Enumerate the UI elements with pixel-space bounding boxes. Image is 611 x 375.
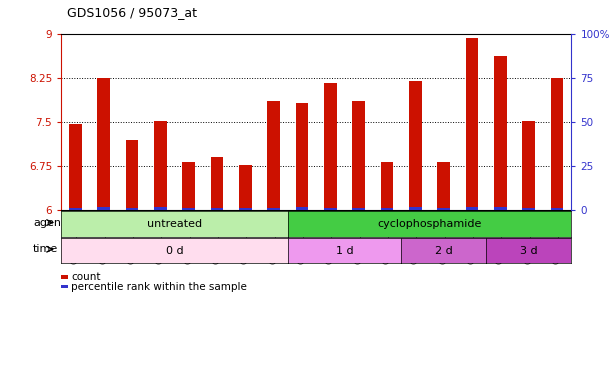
- Bar: [211, 157, 224, 210]
- Text: untreated: untreated: [147, 219, 202, 229]
- Bar: [182, 208, 195, 210]
- Bar: [296, 207, 309, 210]
- Bar: [381, 208, 393, 210]
- Bar: [437, 208, 450, 210]
- Text: 3 d: 3 d: [520, 246, 538, 255]
- Bar: [551, 208, 563, 210]
- Bar: [267, 208, 280, 210]
- Bar: [381, 162, 393, 210]
- Text: 0 d: 0 d: [166, 246, 183, 255]
- Text: cyclophosphamide: cyclophosphamide: [378, 219, 481, 229]
- Bar: [126, 140, 138, 210]
- Bar: [409, 81, 422, 210]
- Bar: [267, 101, 280, 210]
- Bar: [324, 82, 337, 210]
- Text: time: time: [33, 244, 58, 254]
- Text: agent: agent: [33, 217, 65, 228]
- Bar: [211, 209, 224, 210]
- Bar: [239, 209, 252, 210]
- Text: count: count: [71, 272, 100, 282]
- Bar: [97, 78, 110, 210]
- Text: 2 d: 2 d: [435, 246, 453, 255]
- Bar: [154, 121, 167, 210]
- Bar: [466, 207, 478, 210]
- Bar: [69, 208, 82, 210]
- Bar: [97, 207, 110, 210]
- Bar: [522, 121, 535, 210]
- Bar: [324, 208, 337, 210]
- Bar: [409, 207, 422, 210]
- Bar: [69, 124, 82, 210]
- Bar: [522, 208, 535, 210]
- Bar: [551, 78, 563, 210]
- Bar: [494, 207, 507, 210]
- Text: 1 d: 1 d: [335, 246, 353, 255]
- Bar: [353, 101, 365, 210]
- Bar: [296, 103, 309, 210]
- Text: percentile rank within the sample: percentile rank within the sample: [71, 282, 247, 291]
- Text: GDS1056 / 95073_at: GDS1056 / 95073_at: [67, 6, 197, 19]
- Bar: [466, 39, 478, 210]
- Bar: [239, 165, 252, 210]
- Bar: [353, 208, 365, 210]
- Bar: [437, 162, 450, 210]
- Bar: [154, 207, 167, 210]
- Bar: [494, 56, 507, 210]
- Bar: [126, 208, 138, 210]
- Bar: [182, 162, 195, 210]
